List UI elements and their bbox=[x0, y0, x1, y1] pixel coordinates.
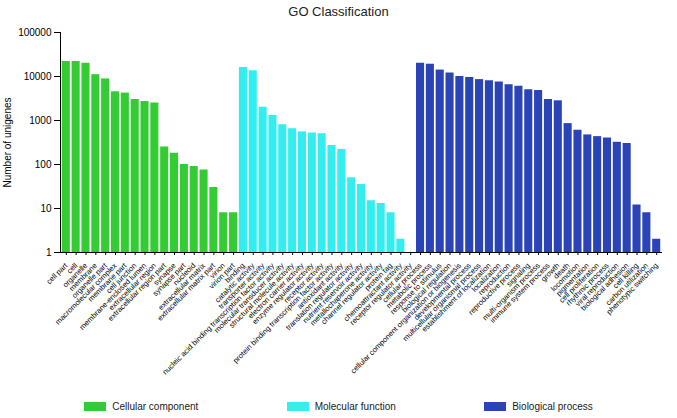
svg-text:structural molecule activity: structural molecule activity bbox=[227, 261, 296, 330]
svg-text:cell junction: cell junction bbox=[104, 261, 139, 296]
svg-text:cell killing: cell killing bbox=[611, 261, 641, 291]
svg-text:nutrient reservoir activity: nutrient reservoir activity bbox=[300, 261, 365, 325]
svg-text:immune system process: immune system process bbox=[488, 261, 552, 325]
svg-text:membrane-enclosed lumen: membrane-enclosed lumen bbox=[77, 261, 149, 332]
svg-text:cellular process: cellular process bbox=[380, 261, 424, 305]
svg-text:enzyme regulator activity: enzyme regulator activity bbox=[250, 261, 316, 327]
svg-text:protein tag: protein tag bbox=[362, 261, 395, 293]
svg-text:protein binding transcription: protein binding transcription factor act… bbox=[231, 261, 336, 365]
svg-text:metallochaperone activity: metallochaperone activity bbox=[308, 261, 375, 328]
svg-text:multi-organism process: multi-organism process bbox=[481, 261, 542, 322]
svg-text:viral reproduction: viral reproduction bbox=[573, 261, 621, 309]
svg-text:catalytic activity: catalytic activity bbox=[213, 261, 257, 305]
svg-text:growth: growth bbox=[539, 261, 562, 284]
svg-text:1000: 1000 bbox=[29, 115, 52, 126]
svg-text:establishment of localization: establishment of localization bbox=[419, 261, 493, 334]
svg-text:cell: cell bbox=[64, 261, 80, 276]
svg-text:100000: 100000 bbox=[18, 27, 52, 38]
svg-text:transporter activity: transporter activity bbox=[216, 261, 267, 311]
svg-text:electron carrier activity: electron carrier activity bbox=[246, 261, 306, 321]
svg-text:1: 1 bbox=[46, 247, 52, 258]
svg-text:chemoattractant activity: chemoattractant activity bbox=[341, 261, 404, 324]
html-text:Cellular component: Cellular component bbox=[112, 400, 199, 412]
svg-text:organelle: organelle bbox=[60, 261, 90, 290]
svg-text:receptor activity: receptor activity bbox=[281, 261, 326, 305]
svg-text:translation regulator activity: translation regulator activity bbox=[283, 261, 355, 332]
svg-text:channel regulator activity: channel regulator activity bbox=[319, 261, 385, 327]
html-text:GO Classification: GO Classification bbox=[288, 4, 389, 19]
svg-text:reproduction: reproduction bbox=[476, 261, 513, 297]
svg-text:developmental process: developmental process bbox=[411, 261, 473, 322]
svg-text:receptor regulator activity: receptor regulator activity bbox=[347, 261, 414, 327]
svg-text:death: death bbox=[551, 261, 572, 281]
svg-text:biological regulation: biological regulation bbox=[399, 261, 454, 315]
svg-text:extracellular region: extracellular region bbox=[107, 261, 158, 312]
svg-text:localization: localization bbox=[469, 261, 503, 294]
svg-text:virion: virion bbox=[207, 261, 227, 281]
svg-text:Number of unigenes: Number of unigenes bbox=[2, 97, 13, 187]
svg-text:reproductive process: reproductive process bbox=[466, 261, 522, 317]
svg-text:10000: 10000 bbox=[24, 71, 52, 82]
svg-text:synapse part: synapse part bbox=[150, 261, 188, 298]
svg-text:biological adhesion: biological adhesion bbox=[578, 261, 631, 313]
svg-text:extracellular matrix: extracellular matrix bbox=[156, 261, 207, 312]
html-text:Biological process: Biological process bbox=[512, 400, 593, 412]
svg-text:cellular component organizatio: cellular component organization or bioge… bbox=[349, 261, 463, 375]
svg-text:metabolic process: metabolic process bbox=[384, 261, 434, 311]
svg-text:phenotypic switching: phenotypic switching bbox=[604, 261, 659, 316]
svg-text:locomotion: locomotion bbox=[549, 261, 582, 294]
svg-text:virion part: virion part bbox=[207, 261, 237, 291]
svg-text:pigmentation: pigmentation bbox=[554, 261, 591, 298]
svg-text:membrane: membrane bbox=[67, 261, 99, 293]
svg-text:synapse: synapse bbox=[151, 261, 178, 288]
svg-text:macromolecular complex: macromolecular complex bbox=[53, 261, 119, 327]
svg-text:10: 10 bbox=[40, 203, 52, 214]
svg-text:nucleic acid binding transcrip: nucleic acid binding transcription facto… bbox=[160, 261, 277, 377]
svg-text:100: 100 bbox=[35, 159, 52, 170]
svg-text:organelle part: organelle part bbox=[70, 261, 109, 300]
svg-text:membrane part: membrane part bbox=[86, 261, 129, 304]
html-text:Molecular function: Molecular function bbox=[314, 400, 396, 412]
svg-text:extracellular matrix part: extracellular matrix part bbox=[156, 260, 218, 322]
svg-text:multicellular organismal proce: multicellular organismal process bbox=[401, 261, 483, 343]
svg-text:rhythmic process: rhythmic process bbox=[564, 261, 611, 308]
svg-text:response to stimulus: response to stimulus bbox=[388, 261, 444, 317]
svg-text:cell part: cell part bbox=[44, 261, 70, 286]
svg-text:cell proliferation: cell proliferation bbox=[557, 261, 601, 305]
svg-text:carbon utilization: carbon utilization bbox=[603, 261, 650, 308]
svg-text:molecular transducer activity: molecular transducer activity bbox=[212, 261, 286, 335]
svg-text:signaling: signaling bbox=[504, 261, 532, 289]
svg-text:extracellular region part: extracellular region part bbox=[106, 261, 168, 323]
svg-text:antioxidant activity: antioxidant activity bbox=[295, 261, 345, 311]
svg-text:binding: binding bbox=[223, 261, 247, 285]
svg-text:nucleoid: nucleoid bbox=[171, 261, 198, 288]
